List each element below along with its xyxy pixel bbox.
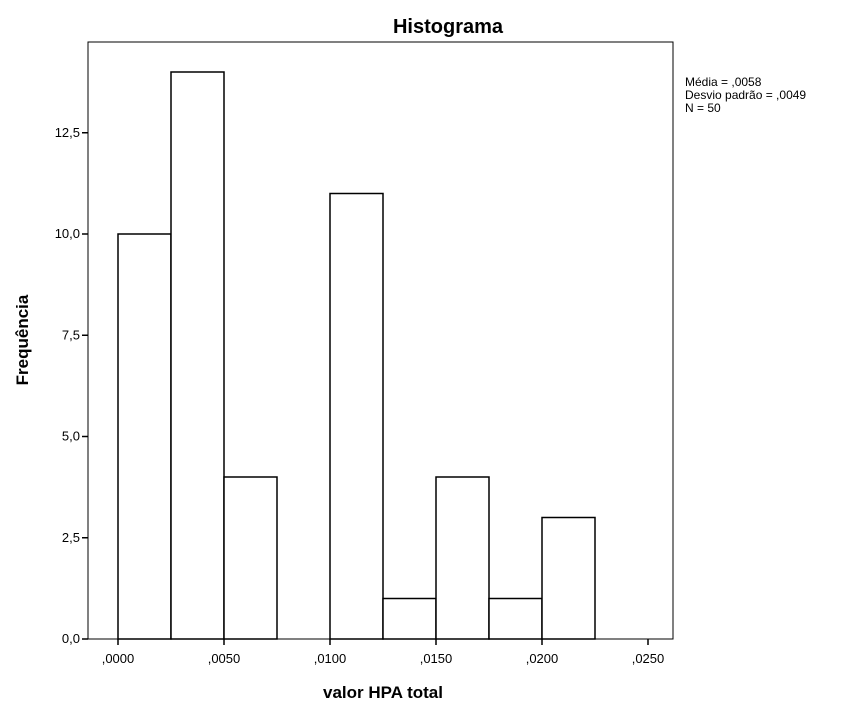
y-tick-label: 10,0: [55, 226, 80, 241]
y-tick-label: 12,5: [55, 125, 80, 140]
x-axis-label: valor HPA total: [323, 683, 443, 702]
histogram-bar: [488, 597, 543, 640]
n-stat: N = 50: [685, 101, 721, 115]
histogram-bar: [329, 192, 384, 640]
histogram-bar: [382, 597, 437, 640]
y-axis-label: Frequência: [13, 294, 32, 385]
x-tick-label: ,0150: [420, 651, 453, 666]
x-tick-label: ,0200: [526, 651, 559, 666]
x-tick-label: ,0000: [102, 651, 135, 666]
y-tick-label: 2,5: [62, 530, 80, 545]
sd-stat: Desvio padrão = ,0049: [685, 88, 807, 102]
histogram-bar: [435, 476, 490, 640]
mean-stat: Média = ,0058: [685, 75, 762, 89]
x-axis-ticks: ,0000 ,0050 ,0100 ,0150 ,0200 ,0250: [102, 639, 665, 666]
summary-statistics: Média = ,0058 Desvio padrão = ,0049 N = …: [685, 76, 806, 115]
x-tick-label: ,0100: [314, 651, 347, 666]
histogram-bar: [170, 71, 225, 640]
x-tick-label: ,0050: [208, 651, 241, 666]
y-axis-ticks: 0,0 2,5 5,0 7,5 10,0 12,5: [55, 125, 88, 646]
y-tick-label: 0,0: [62, 631, 80, 646]
bars-group: [117, 71, 596, 640]
y-tick-label: 5,0: [62, 429, 80, 444]
y-tick-label: 7,5: [62, 327, 80, 342]
histogram-bar: [541, 516, 596, 640]
histogram-bar: [223, 476, 278, 640]
x-tick-label: ,0250: [632, 651, 665, 666]
histogram-bar: [117, 233, 172, 640]
chart-title: Histograma: [393, 16, 504, 38]
